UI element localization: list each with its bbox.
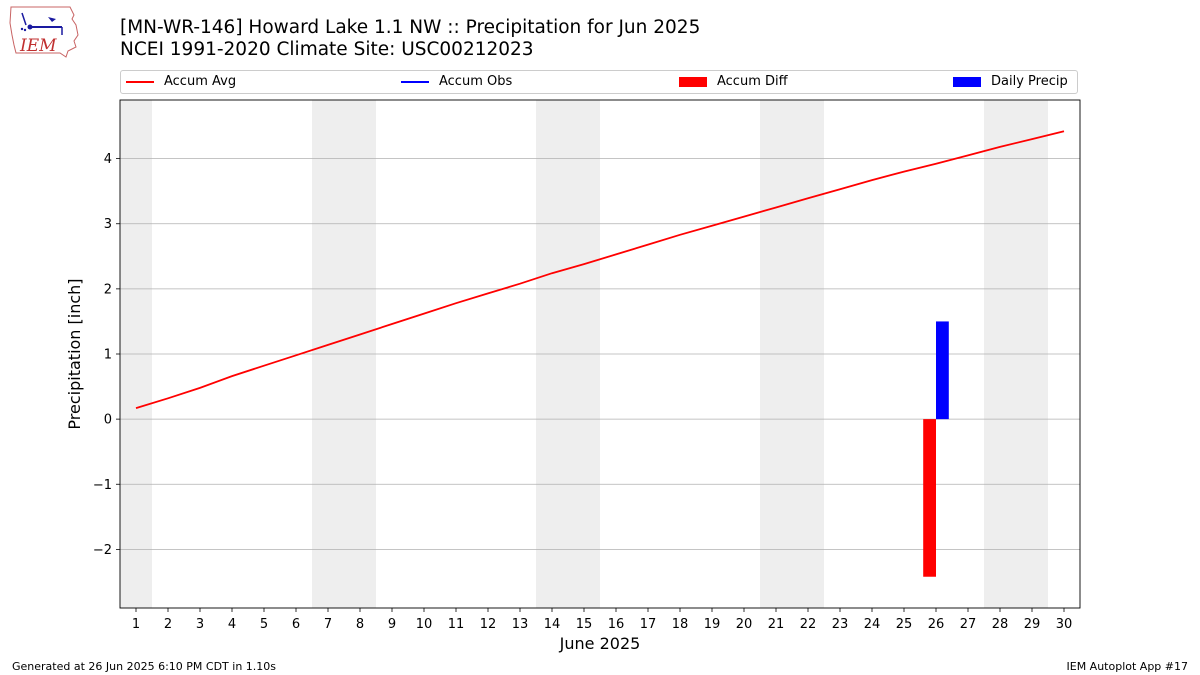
y-tick-label: −2 xyxy=(93,543,112,558)
y-tick-label: 0 xyxy=(104,413,112,428)
legend-label-accum-diff: Accum Diff xyxy=(717,74,788,89)
x-axis-label: June 2025 xyxy=(559,634,641,653)
x-tick-label: 26 xyxy=(928,617,945,632)
x-tick-label: 22 xyxy=(800,617,817,632)
y-tick-label: 3 xyxy=(104,217,112,232)
x-tick-label: 11 xyxy=(448,617,465,632)
x-tick-label: 1 xyxy=(132,617,140,632)
legend-swatch-accum-avg xyxy=(126,81,154,83)
x-tick-label: 29 xyxy=(1024,617,1041,632)
daily-precip-bar xyxy=(936,321,949,420)
y-tick-label: −1 xyxy=(93,478,112,493)
x-tick-label: 15 xyxy=(576,617,593,632)
legend-swatch-accum-obs xyxy=(401,81,429,83)
x-tick-label: 18 xyxy=(672,617,689,632)
x-tick-label: 21 xyxy=(768,617,785,632)
x-tick-label: 5 xyxy=(260,617,268,632)
app-label: IEM Autoplot App #17 xyxy=(1066,660,1189,673)
svg-text:IEM: IEM xyxy=(19,36,57,56)
y-axis-label: Precipitation [inch] xyxy=(65,278,84,429)
accum-avg-line xyxy=(135,130,1065,409)
chart-title-line2: NCEI 1991-2020 Climate Site: USC00212023 xyxy=(120,39,534,60)
legend-item-accum-diff: Accum Diff xyxy=(679,74,788,90)
x-tick-label: 4 xyxy=(228,617,236,632)
x-tick-label: 7 xyxy=(324,617,332,632)
x-tick-label: 27 xyxy=(960,617,977,632)
x-tick-label: 9 xyxy=(388,617,396,632)
x-tick-label: 12 xyxy=(480,617,497,632)
legend-swatch-daily-precip xyxy=(953,77,981,87)
chart-title-line1: [MN-WR-146] Howard Lake 1.1 NW :: Precip… xyxy=(120,17,701,38)
x-tick-label: 23 xyxy=(832,617,849,632)
legend-label-daily-precip: Daily Precip xyxy=(991,74,1068,89)
legend-item-accum-avg: Accum Avg xyxy=(126,74,236,90)
x-tick-label: 17 xyxy=(640,617,657,632)
x-tick-label: 3 xyxy=(196,617,204,632)
legend-item-daily-precip: Daily Precip xyxy=(953,74,1068,90)
accum-diff-bar xyxy=(923,419,936,577)
generated-timestamp: Generated at 26 Jun 2025 6:10 PM CDT in … xyxy=(12,660,277,673)
x-tick-label: 13 xyxy=(512,617,529,632)
legend-item-accum-obs: Accum Obs xyxy=(401,74,512,90)
x-tick-label: 14 xyxy=(544,617,561,632)
x-tick-label: 20 xyxy=(736,617,753,632)
x-tick-label: 8 xyxy=(356,617,364,632)
legend-swatch-accum-diff xyxy=(679,77,707,87)
legend-label-accum-obs: Accum Obs xyxy=(439,74,513,89)
plot-frame xyxy=(119,99,1081,609)
x-tick-label: 30 xyxy=(1056,617,1073,632)
legend-label-accum-avg: Accum Avg xyxy=(164,74,237,89)
x-tick-label: 28 xyxy=(992,617,1009,632)
y-tick-label: 4 xyxy=(104,152,112,167)
x-tick-label: 6 xyxy=(292,617,300,632)
x-tick-label: 25 xyxy=(896,617,913,632)
y-tick-label: 1 xyxy=(104,348,112,363)
x-tick-label: 2 xyxy=(164,617,172,632)
chart-title: [MN-WR-146] Howard Lake 1.1 NW :: Precip… xyxy=(120,17,700,61)
chart-legend: Accum Avg Accum Obs Accum Diff Daily Pre… xyxy=(120,70,1078,94)
x-tick-label: 16 xyxy=(608,617,625,632)
iem-logo: IEM xyxy=(9,6,79,58)
x-tick-label: 24 xyxy=(864,617,881,632)
x-tick-label: 19 xyxy=(704,617,721,632)
y-tick-label: 2 xyxy=(104,282,112,297)
x-tick-label: 10 xyxy=(416,617,433,632)
